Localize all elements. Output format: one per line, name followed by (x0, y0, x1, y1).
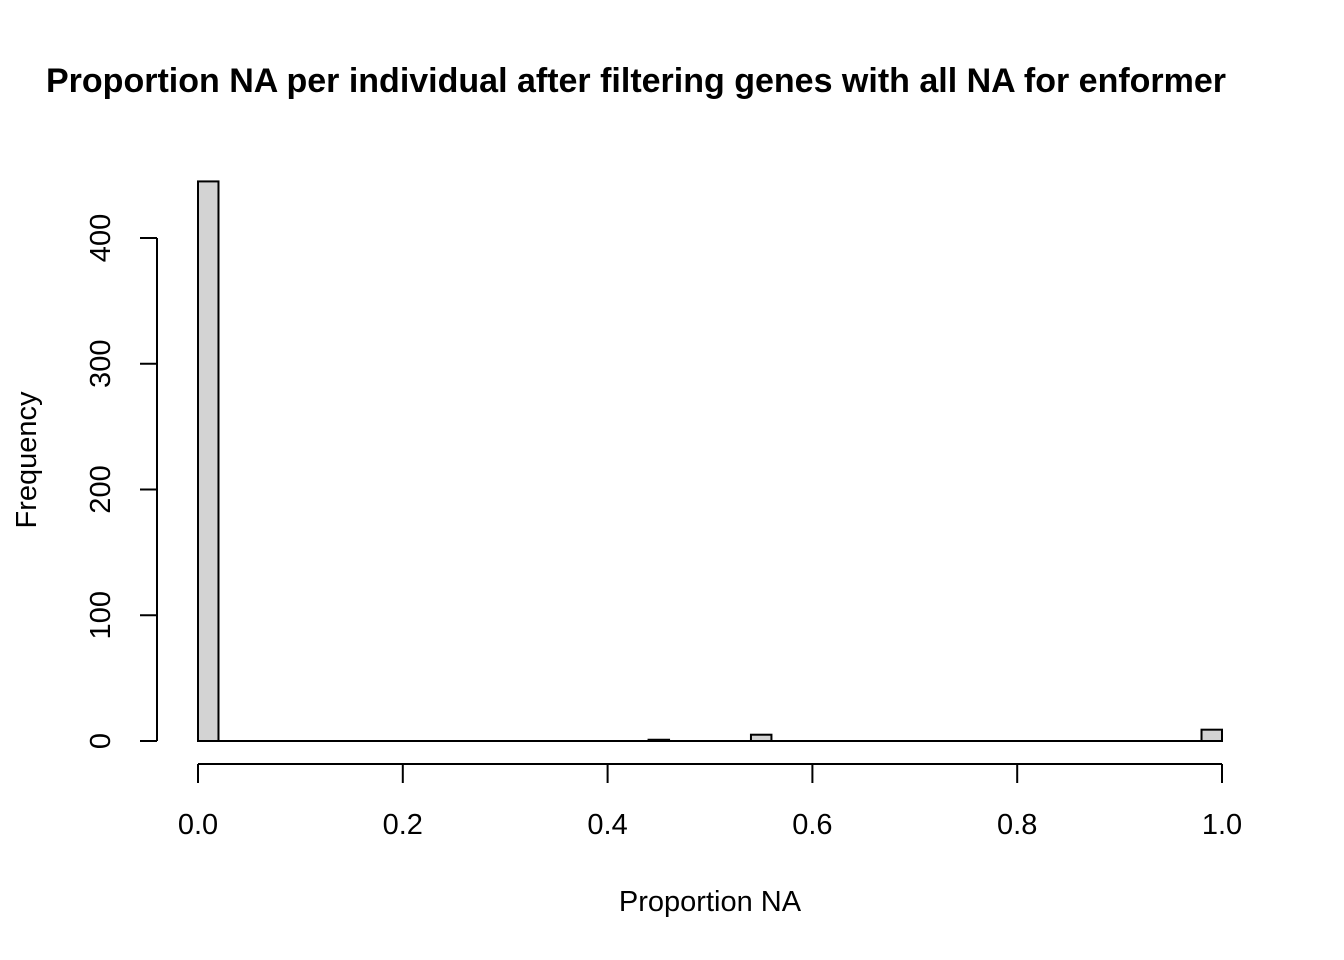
x-tick-label: 1.0 (1202, 809, 1242, 841)
x-tick-label: 0.2 (383, 809, 423, 841)
histogram-bar (1200, 728, 1224, 742)
y-tick-label: 100 (85, 591, 117, 639)
x-axis-label: Proportion NA (619, 886, 802, 918)
x-tick-label: 0.8 (997, 809, 1037, 841)
y-tick-label: 0 (85, 733, 117, 749)
x-axis: 0.0 0.2 0.4 0.6 0.8 1.0 (178, 763, 1242, 841)
y-tick-label: 200 (85, 465, 117, 513)
x-tick-label: 0.0 (178, 809, 218, 841)
y-axis-label: Frequency (11, 391, 43, 529)
y-tick-label: 300 (85, 340, 117, 388)
x-tick-label: 0.4 (587, 809, 627, 841)
y-tick-label: 400 (85, 214, 117, 262)
chart-title: Proportion NA per individual after filte… (46, 62, 1226, 100)
x-tick-label: 0.6 (792, 809, 832, 841)
y-axis: 0 100 200 300 400 (85, 214, 158, 749)
bars-group (197, 180, 1224, 743)
histogram-bar (197, 180, 220, 743)
